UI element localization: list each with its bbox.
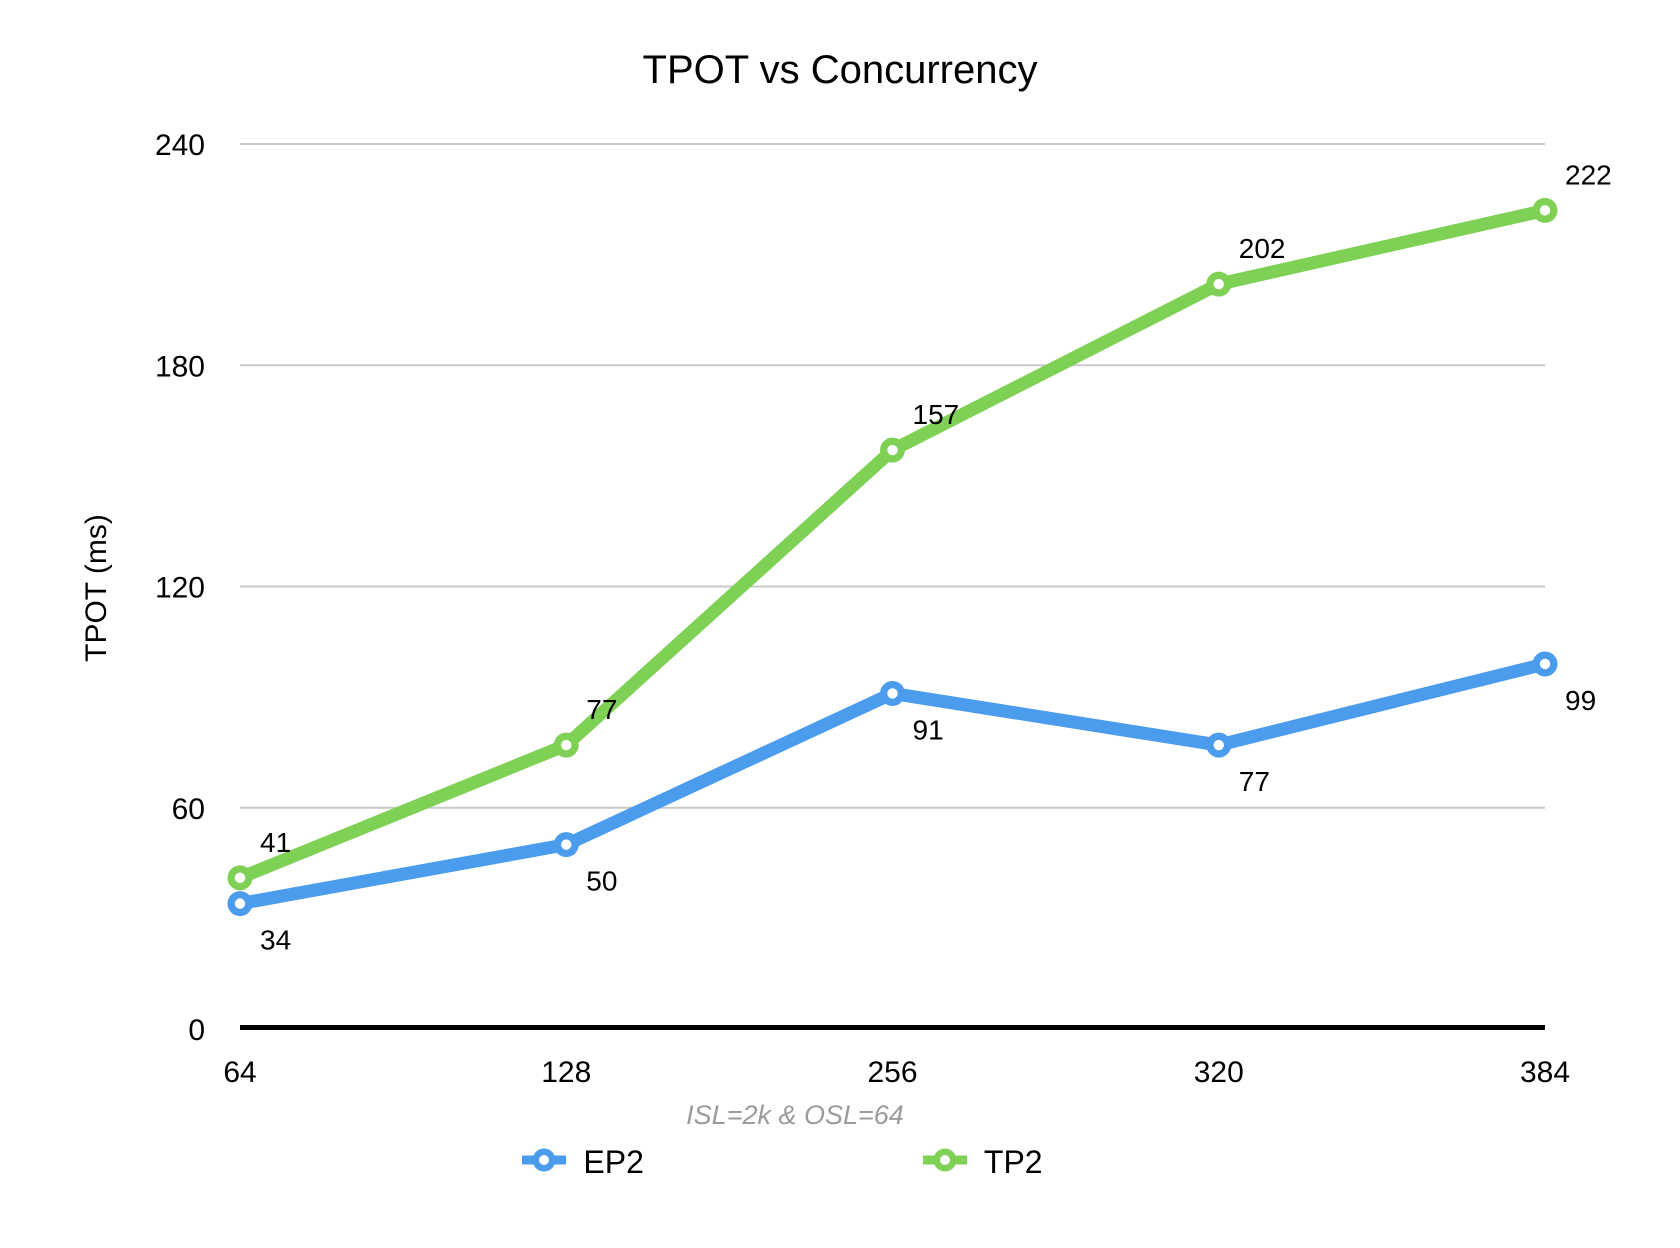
data-point-hole-ep2-320 — [1213, 739, 1224, 751]
x-tick-label-384: 384 — [1520, 1056, 1570, 1089]
tp2-legend-marker-glyph — [922, 1148, 967, 1172]
y-tick-label-240: 240 — [155, 129, 205, 162]
x-axis-subtitle: ISL=2k & OSL=64 — [686, 1100, 904, 1130]
data-point-hole-ep2-384 — [1539, 658, 1551, 670]
legend-item-tp2: TP2 — [922, 1144, 1043, 1181]
data-label-ep2-64: 34 — [260, 925, 291, 956]
legend-label-ep2: EP2 — [583, 1144, 644, 1180]
data-point-hole-ep2-64 — [234, 898, 246, 909]
data-point-hole-ep2-256 — [887, 688, 898, 699]
ep2-legend-marker-glyph — [522, 1148, 567, 1172]
data-label-ep2-384: 99 — [1565, 685, 1596, 716]
data-point-hole-tp2-320 — [1213, 278, 1224, 290]
data-point-hole-ep2-128 — [561, 839, 572, 850]
data-label-ep2-128: 50 — [586, 866, 617, 897]
data-label-ep2-256: 91 — [913, 714, 944, 745]
y-tick-label-180: 180 — [155, 350, 205, 383]
data-label-ep2-320: 77 — [1239, 766, 1270, 797]
legend: EP2 TP2 — [0, 1144, 1564, 1181]
legend-item-ep2: EP2 — [521, 1144, 644, 1181]
data-point-hole-tp2-384 — [1539, 205, 1551, 216]
chart-title: TPOT vs Concurrency — [642, 48, 1038, 92]
data-label-tp2-384: 222 — [1565, 159, 1612, 190]
y-tick-label-0: 0 — [188, 1014, 205, 1047]
data-point-hole-tp2-256 — [887, 444, 898, 456]
data-label-tp2-64: 41 — [260, 827, 291, 858]
data-point-hole-tp2-64 — [234, 872, 246, 884]
data-label-tp2-256: 157 — [913, 399, 960, 430]
data-point-hole-tp2-128 — [561, 739, 572, 751]
x-tick-label-128: 128 — [541, 1056, 591, 1089]
x-tick-label-256: 256 — [867, 1056, 917, 1089]
data-label-tp2-128: 77 — [586, 694, 617, 725]
y-tick-label-60: 60 — [172, 793, 205, 826]
x-tick-label-64: 64 — [223, 1056, 256, 1089]
data-label-tp2-320: 202 — [1239, 233, 1286, 264]
ep2-line-marker-icon — [521, 1144, 567, 1181]
tp2-line-marker-icon — [922, 1144, 968, 1181]
legend-label-tp2: TP2 — [983, 1144, 1043, 1180]
x-tick-label-320: 320 — [1194, 1056, 1244, 1089]
y-tick-label-120: 120 — [155, 572, 205, 605]
series-line-tp2 — [233, 203, 1552, 885]
